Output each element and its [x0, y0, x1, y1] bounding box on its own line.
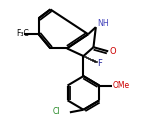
Text: OMe: OMe — [112, 81, 130, 90]
Text: F: F — [97, 59, 102, 68]
Text: F₃C: F₃C — [16, 29, 29, 38]
Text: NH: NH — [97, 19, 109, 27]
Text: Cl: Cl — [53, 107, 60, 116]
Text: O: O — [110, 47, 117, 56]
